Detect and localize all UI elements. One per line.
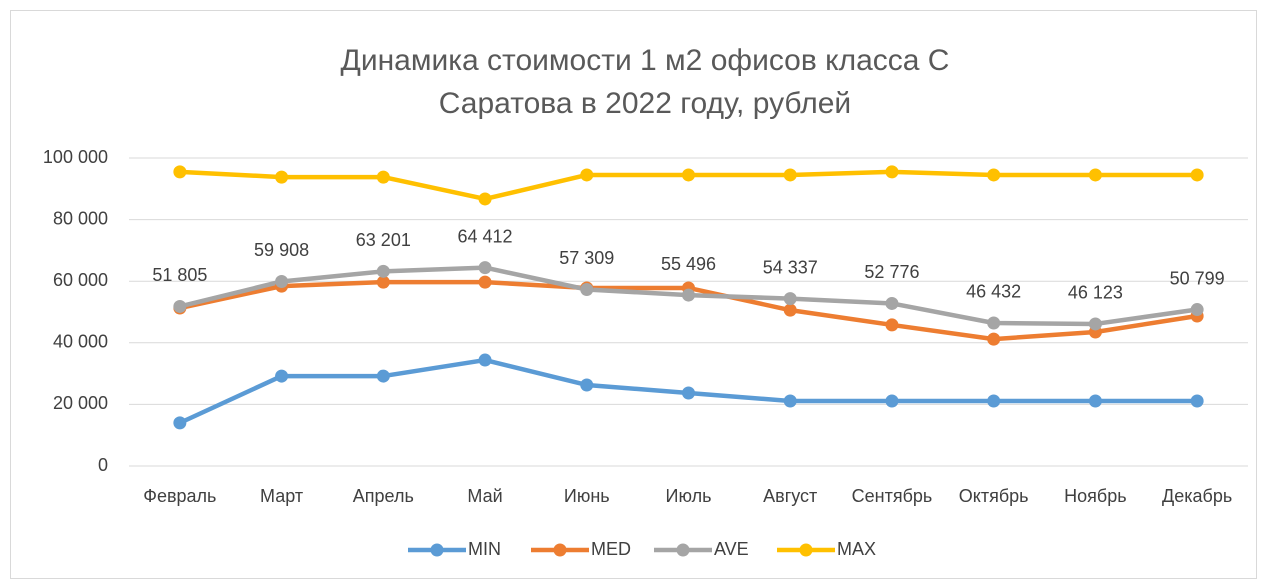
point [478, 353, 492, 367]
point [987, 168, 1001, 182]
point [275, 274, 289, 288]
x-tick-label: Декабрь [1162, 486, 1232, 506]
legend-marker [430, 543, 444, 557]
x-tick-label: Август [763, 486, 817, 506]
point [885, 296, 899, 310]
y-tick-label: 100 000 [43, 147, 108, 167]
x-tick-label: Апрель [353, 486, 414, 506]
point [376, 369, 390, 383]
x-tick-label: Май [467, 486, 502, 506]
x-tick-label: Сентябрь [852, 486, 933, 506]
legend-label: MIN [468, 539, 501, 559]
point [275, 170, 289, 184]
point [478, 275, 492, 289]
y-tick-label: 40 000 [53, 332, 108, 352]
legend-label: MED [591, 539, 631, 559]
point [376, 170, 390, 184]
point [783, 394, 797, 408]
point [580, 378, 594, 392]
point [376, 264, 390, 278]
point [682, 168, 695, 182]
point [783, 168, 797, 182]
y-tick-label: 60 000 [53, 270, 108, 290]
y-tick-label: 80 000 [53, 208, 108, 228]
point [885, 318, 899, 332]
y-tick-label: 0 [98, 455, 108, 475]
y-tick-label: 20 000 [53, 393, 108, 413]
point [1190, 394, 1204, 408]
data-label: 50 799 [1170, 268, 1225, 288]
chart-border [10, 10, 1257, 579]
point [682, 386, 695, 400]
data-label: 57 309 [559, 248, 614, 268]
point [376, 275, 390, 289]
chart-title: Саратова в 2022 году, рублей [439, 87, 851, 120]
legend-marker [676, 543, 690, 557]
data-label: 46 123 [1068, 283, 1123, 303]
point [1088, 168, 1102, 182]
point [682, 288, 695, 302]
x-tick-label: Ноябрь [1064, 486, 1126, 506]
data-label: 54 337 [763, 257, 818, 277]
x-tick-label: Июль [666, 486, 712, 506]
point [173, 416, 187, 430]
x-tick-label: Февраль [143, 486, 216, 506]
point [580, 168, 594, 182]
point [885, 394, 899, 408]
point [987, 316, 1001, 330]
point [783, 292, 797, 306]
legend-marker [553, 543, 567, 557]
x-tick-label: Октябрь [959, 486, 1029, 506]
data-label: 51 805 [152, 265, 207, 285]
point [987, 332, 1001, 346]
chart-title: Динамика стоимости 1 м2 офисов класса С [341, 44, 950, 77]
point [1088, 317, 1102, 331]
point [478, 192, 492, 206]
data-label: 52 776 [864, 262, 919, 282]
data-label: 46 432 [966, 282, 1021, 302]
data-label: 59 908 [254, 240, 309, 260]
point [173, 165, 187, 179]
x-tick-label: Март [260, 486, 303, 506]
point [1190, 303, 1204, 317]
x-tick-label: Июнь [564, 486, 610, 506]
legend-label: MAX [837, 539, 876, 559]
legend-marker [799, 543, 813, 557]
point [173, 299, 187, 313]
data-label: 63 201 [356, 230, 411, 250]
point [1190, 168, 1204, 182]
point [478, 261, 492, 275]
data-label: 64 412 [458, 226, 513, 246]
point [275, 369, 289, 383]
point [783, 303, 797, 317]
point [987, 394, 1001, 408]
point [580, 282, 594, 296]
legend-label: AVE [714, 539, 749, 559]
point [885, 165, 899, 179]
point [1088, 394, 1102, 408]
data-label: 55 496 [661, 254, 716, 274]
